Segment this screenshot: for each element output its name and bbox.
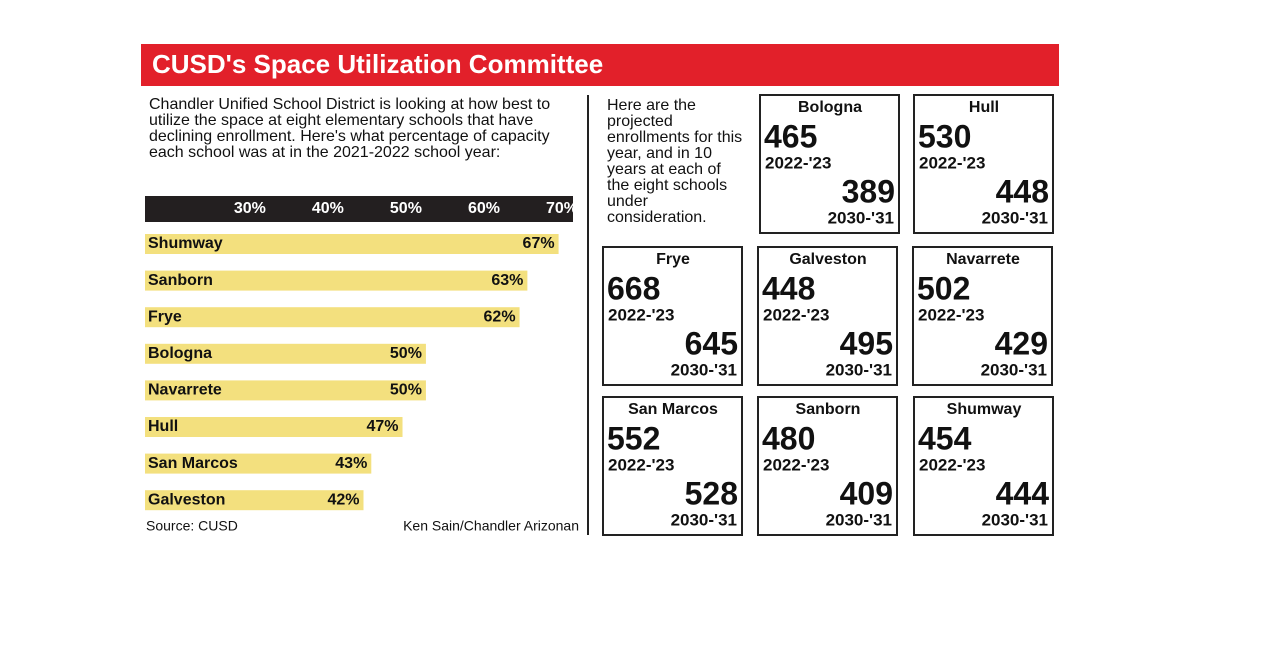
future-year: 2030-'31: [828, 208, 894, 227]
school-box: [759, 94, 900, 234]
future-enrollment: 409: [840, 475, 893, 511]
category-label: Sanborn: [148, 272, 213, 289]
category-label: Hull: [148, 418, 178, 435]
value-label: 67%: [523, 235, 555, 252]
bar: [145, 490, 364, 511]
school-name: Bologna: [798, 99, 862, 116]
bar: [145, 307, 520, 328]
current-year: 2022-'23: [918, 305, 984, 324]
future-year: 2030-'31: [982, 208, 1048, 227]
future-enrollment: 645: [685, 325, 738, 361]
category-label: Bologna: [148, 345, 212, 362]
future-enrollment: 429: [995, 325, 1048, 361]
future-enrollment: 528: [685, 475, 738, 511]
projections-intro: Here are the projected enrollments for t…: [607, 97, 743, 226]
school-name: Sanborn: [796, 401, 861, 418]
school-box: [913, 94, 1054, 234]
value-label: 50%: [390, 345, 422, 362]
bar: [145, 234, 559, 254]
value-label: 63%: [491, 272, 523, 289]
school-box: [912, 246, 1053, 386]
future-year: 2030-'31: [826, 360, 892, 379]
school-box: [757, 396, 898, 536]
title-bar: [141, 44, 1059, 86]
current-enrollment: 480: [762, 420, 815, 456]
current-enrollment: 448: [762, 270, 815, 306]
source: Source: CUSD: [146, 518, 238, 534]
future-enrollment: 389: [842, 173, 895, 209]
future-enrollment: 495: [840, 325, 893, 361]
bar: [145, 417, 403, 437]
current-year: 2022-'23: [765, 153, 831, 172]
future-year: 2030-'31: [982, 510, 1048, 529]
school-box: [602, 396, 743, 536]
school-box: [602, 246, 743, 386]
x-tick-label: 50%: [390, 200, 422, 217]
current-year: 2022-'23: [763, 455, 829, 474]
x-tick-label: 70%: [546, 200, 578, 217]
current-enrollment: 454: [918, 420, 972, 456]
future-year: 2030-'31: [981, 360, 1047, 379]
value-label: 62%: [484, 308, 516, 325]
value-label: 47%: [366, 418, 398, 435]
school-box: [757, 246, 898, 386]
bar: [145, 453, 372, 474]
school-name: San Marcos: [628, 401, 718, 418]
value-label: 42%: [327, 491, 359, 508]
value-label: 50%: [390, 382, 422, 399]
intro: Chandler Unified School District is look…: [149, 96, 551, 161]
bar: [145, 270, 528, 291]
category-label: Shumway: [148, 235, 223, 252]
x-tick-label: 40%: [312, 200, 344, 217]
category-label: Frye: [148, 308, 182, 325]
future-year: 2030-'31: [826, 510, 892, 529]
school-name: Shumway: [947, 401, 1022, 418]
current-year: 2022-'23: [919, 455, 985, 474]
current-enrollment: 502: [917, 270, 970, 306]
axis-band: [145, 196, 573, 222]
bar: [145, 380, 426, 401]
future-year: 2030-'31: [671, 360, 737, 379]
current-enrollment: 530: [918, 118, 971, 154]
current-enrollment: 465: [764, 118, 817, 154]
current-year: 2022-'23: [608, 455, 674, 474]
school-name: Navarrete: [946, 251, 1020, 268]
future-enrollment: 444: [996, 475, 1050, 511]
future-enrollment: 448: [996, 173, 1049, 209]
category-label: Navarrete: [148, 382, 222, 399]
school-name: Frye: [656, 251, 690, 268]
current-enrollment: 668: [607, 270, 660, 306]
title: CUSD's Space Utilization Committee: [152, 49, 603, 79]
x-tick-label: 30%: [234, 200, 266, 217]
future-year: 2030-'31: [671, 510, 737, 529]
x-tick-label: 60%: [468, 200, 500, 217]
school-box: [913, 396, 1054, 536]
bar: [145, 343, 426, 364]
value-label: 43%: [335, 455, 367, 472]
school-name: Hull: [969, 99, 999, 116]
current-year: 2022-'23: [608, 305, 674, 324]
school-name: Galveston: [789, 251, 866, 268]
category-label: Galveston: [148, 491, 225, 508]
current-year: 2022-'23: [763, 305, 829, 324]
credit: Ken Sain/Chandler Arizonan: [403, 518, 579, 534]
current-year: 2022-'23: [919, 153, 985, 172]
category-label: San Marcos: [148, 455, 238, 472]
current-enrollment: 552: [607, 420, 660, 456]
